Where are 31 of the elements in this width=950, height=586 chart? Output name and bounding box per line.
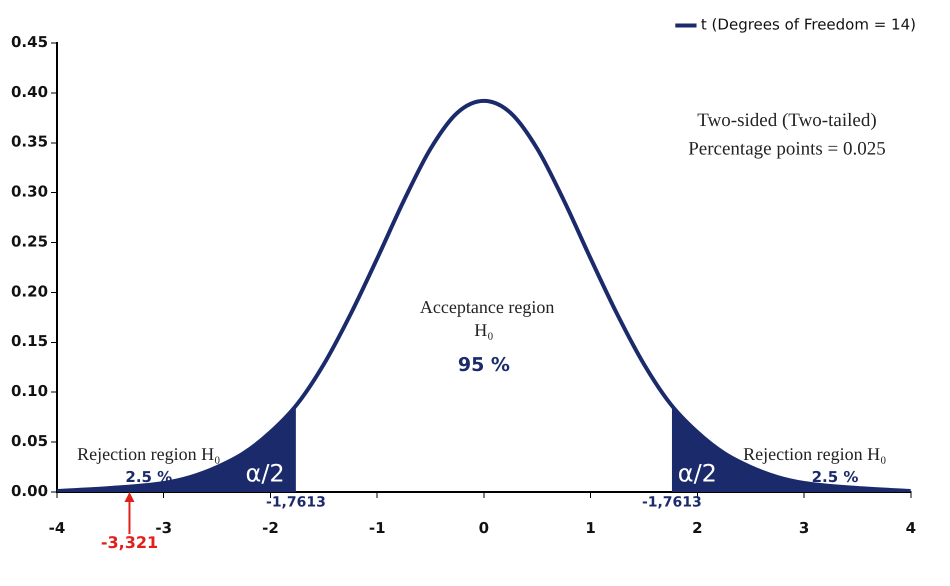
annotation: 95 % (458, 354, 510, 376)
annotation: Acceptance region (420, 297, 554, 318)
annotation: Rejection region H₀ (77, 444, 220, 464)
y-tick-label: 0.00 (10, 482, 48, 500)
x-tick-label: 2 (692, 518, 703, 537)
annotation: 2.5 % (812, 468, 858, 486)
y-tick-label: 0.25 (10, 232, 48, 250)
y-tick-label: 0.05 (10, 432, 48, 450)
annotation: Two-sided (Two-tailed) (697, 110, 877, 131)
annotation: -1,7613 (266, 494, 326, 511)
x-tick-label: -4 (48, 518, 66, 537)
annotation: α/2 (678, 459, 717, 488)
x-tick-label: -2 (262, 518, 279, 537)
legend-label: t (Degrees of Freedom = 14) (700, 15, 916, 34)
annotation: α/2 (246, 459, 285, 488)
y-tick-label: 0.40 (10, 82, 48, 101)
y-tick-label: 0.15 (10, 332, 48, 350)
annotation: -1,7613 (642, 494, 702, 511)
annotation: Rejection region H₀ (743, 444, 886, 464)
x-tick-label: 3 (798, 518, 810, 537)
y-tick-label: 0.10 (10, 382, 48, 400)
y-tick-label: 0.30 (10, 182, 48, 201)
x-tick-label: 4 (906, 518, 916, 537)
x-tick-label: -1 (368, 518, 386, 537)
annotation: H₀ (474, 320, 494, 340)
y-tick-label: 0.20 (10, 282, 48, 300)
y-tick-label: 0.35 (10, 132, 48, 151)
annotation: Percentage points = 0.025 (688, 138, 886, 160)
x-tick-label: 0 (478, 518, 490, 537)
x-tick-label: 1 (585, 518, 596, 537)
y-tick-label: 0.45 (10, 32, 48, 51)
